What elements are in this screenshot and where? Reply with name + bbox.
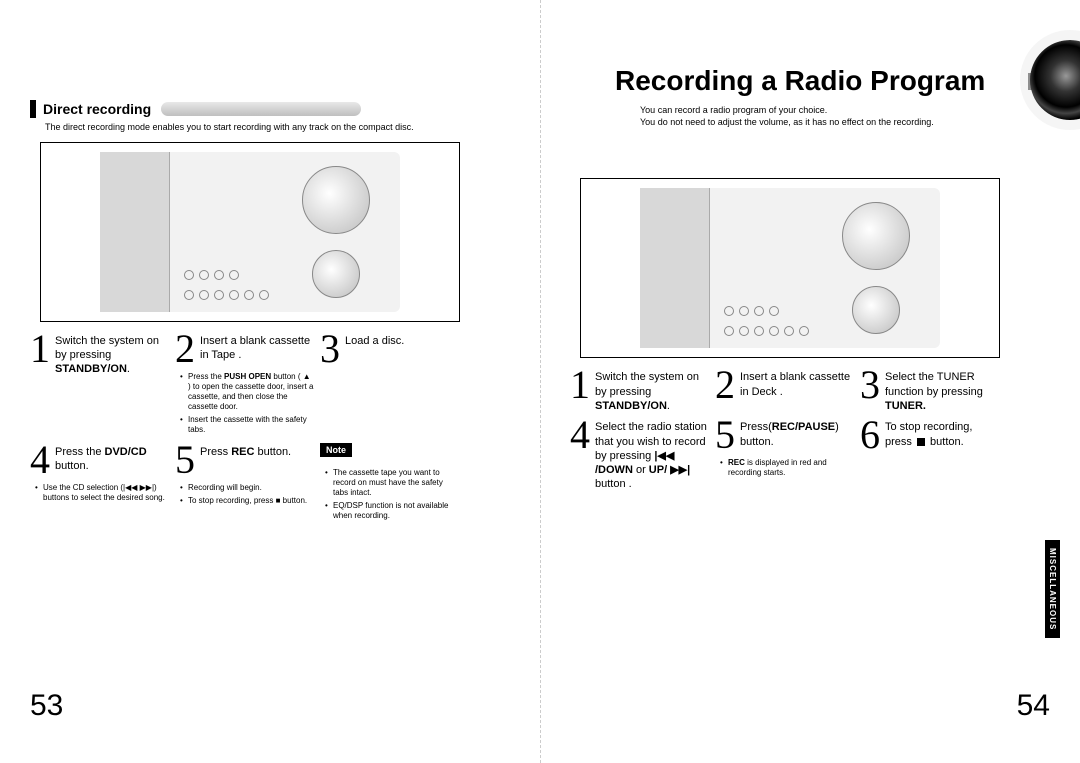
step-text: Select the TUNER function by pressing TU… (885, 368, 1000, 413)
step-text: Insert a blank cassette in Deck . (740, 368, 855, 399)
section-title: Direct recording (43, 101, 151, 117)
section-header: Direct recording (30, 100, 510, 118)
step: 2Insert a blank cassette in Tape . Press … (175, 332, 315, 438)
step: 3Select the TUNER function by pressing T… (860, 368, 1000, 413)
step-number: 4 (570, 418, 590, 452)
step-text: To stop recording, press button. (885, 418, 1000, 449)
step-text: Select the radio station that you wish t… (595, 418, 710, 491)
step-number: 2 (715, 368, 735, 402)
step: 1Switch the system on by pressing STANDB… (570, 368, 710, 413)
device-illustration (40, 142, 460, 322)
page-number: 54 (1017, 689, 1050, 723)
step: 4Select the radio station that you wish … (570, 418, 710, 491)
step-number: 6 (860, 418, 880, 452)
step-text: Press REC button. (200, 443, 291, 459)
step-text: Switch the system on by pressing STANDBY… (55, 332, 170, 377)
stop-icon (917, 438, 925, 446)
note-tag: Note (320, 443, 352, 457)
step: 5 Press REC button. Recording will begin.T… (175, 443, 315, 524)
step: 4Press the DVD/CD button. Use the CD sele… (30, 443, 170, 524)
step-number: 5 (715, 418, 735, 452)
intro-text: You can record a radio program of your c… (640, 105, 1050, 128)
step-notes: Recording will begin.To stop recording, … (175, 483, 315, 506)
step-number: 4 (30, 443, 50, 477)
speaker-graphic (1030, 40, 1080, 120)
step: 3 Load a disc. (320, 332, 460, 438)
step-number: 5 (175, 443, 195, 477)
step-text: Switch the system on by pressing STANDBY… (595, 368, 710, 413)
section-subtitle: The direct recording mode enables you to… (45, 122, 510, 134)
step-number: 2 (175, 332, 195, 366)
step-notes: REC is displayed in red and recording st… (715, 458, 855, 478)
page-number: 53 (30, 689, 63, 723)
step-number: 3 (320, 332, 340, 366)
note-block: NoteThe cassette tape you want to record… (320, 443, 460, 524)
step-number: 1 (30, 332, 50, 366)
step: 5Press(REC/PAUSE) button. REC is displaye… (715, 418, 855, 491)
step-text: Load a disc. (345, 332, 404, 348)
step-notes: Press the PUSH OPEN button ( ▲ ) to open… (175, 372, 315, 435)
page-title: Recording a Radio Program (615, 65, 985, 97)
side-tab: MISCELLANEOUS (1045, 540, 1060, 638)
step-number: 1 (570, 368, 590, 402)
step-notes: Use the CD selection (|◀◀ ▶▶|) buttons t… (30, 483, 170, 503)
device-illustration (580, 178, 1000, 358)
step: 1Switch the system on by pressing STANDB… (30, 332, 170, 438)
step-text: Press(REC/PAUSE) button. (740, 418, 855, 449)
step: 6To stop recording, press button. (860, 418, 1000, 491)
step: 2Insert a blank cassette in Deck . (715, 368, 855, 413)
step-number: 3 (860, 368, 880, 402)
step-text: Insert a blank cassette in Tape . (200, 332, 315, 363)
step-text: Press the DVD/CD button. (55, 443, 170, 474)
